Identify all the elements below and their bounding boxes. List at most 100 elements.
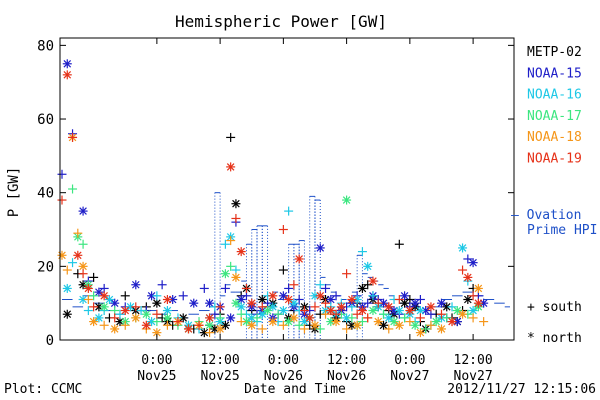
- data-point-noaa-19: [83, 283, 93, 293]
- data-point-noaa-17: [315, 324, 325, 334]
- data-point-noaa-17: [141, 309, 151, 319]
- data-point-noaa-16: [315, 280, 325, 290]
- data-point-noaa-15: [157, 280, 167, 290]
- data-point-noaa-19: [78, 269, 88, 279]
- data-point-noaa-19: [373, 298, 383, 308]
- data-points: [57, 59, 489, 338]
- data-point-noaa-18: [57, 250, 67, 260]
- data-point-noaa-15: [284, 283, 294, 293]
- data-point-noaa-18: [352, 320, 362, 330]
- data-point-noaa-19: [394, 294, 404, 304]
- data-point-noaa-18: [299, 324, 309, 334]
- data-point-noaa-19: [436, 309, 446, 319]
- data-point-noaa-19: [268, 291, 278, 301]
- data-point-noaa-18: [278, 320, 288, 330]
- data-point-noaa-15: [199, 283, 209, 293]
- x-tick-label-time: 12:00: [201, 353, 240, 368]
- data-point-metp-02: [379, 320, 389, 330]
- x-axis-label: Date and Time: [244, 382, 346, 397]
- data-point-noaa-16: [268, 302, 278, 312]
- data-point-noaa-17: [452, 306, 462, 316]
- data-point-noaa-15: [331, 291, 341, 301]
- data-point-noaa-19: [278, 225, 288, 235]
- data-point-noaa-16: [384, 313, 394, 323]
- data-point-noaa-19: [336, 302, 346, 312]
- data-point-noaa-18: [268, 317, 278, 327]
- data-point-noaa-17: [431, 317, 441, 327]
- data-point-noaa-17: [347, 313, 357, 323]
- data-point-noaa-16: [68, 258, 78, 268]
- data-point-noaa-19: [368, 276, 378, 286]
- data-point-noaa-19: [183, 324, 193, 334]
- data-point-noaa-15: [410, 298, 420, 308]
- legend-entry: NOAA-17: [527, 109, 582, 124]
- data-point-noaa-17: [263, 306, 273, 316]
- data-point-metp-02: [394, 239, 404, 249]
- data-point-metp-02: [463, 294, 473, 304]
- data-point-metp-02: [226, 132, 236, 142]
- data-point-noaa-18: [479, 317, 489, 327]
- x-tick-label-time: 0:00: [268, 353, 299, 368]
- data-point-noaa-16: [368, 291, 378, 301]
- data-point-noaa-18: [458, 309, 468, 319]
- data-point-noaa-18: [436, 324, 446, 334]
- data-point-noaa-16: [357, 247, 367, 257]
- data-point-noaa-16: [115, 309, 125, 319]
- x-tick-label-date: Nov25: [201, 369, 240, 384]
- data-point-noaa-19: [299, 306, 309, 316]
- data-point-noaa-19: [162, 294, 172, 304]
- data-point-noaa-17: [215, 313, 225, 323]
- data-point-noaa-19: [236, 247, 246, 257]
- data-point-noaa-17: [342, 195, 352, 205]
- data-point-metp-02: [231, 199, 241, 209]
- data-point-noaa-19: [289, 280, 299, 290]
- data-point-noaa-19: [458, 265, 468, 275]
- chart-title: Hemispheric Power [GW]: [175, 12, 387, 31]
- data-point-noaa-17: [205, 320, 215, 330]
- legend-ovation-line2: Prime HPI: [527, 223, 597, 238]
- data-point-noaa-19: [215, 302, 225, 312]
- plot-axes: [59, 37, 515, 341]
- x-tick-label-date: Nov26: [264, 369, 303, 384]
- legend-entry: NOAA-19: [527, 152, 582, 167]
- data-point-noaa-18: [289, 313, 299, 323]
- data-point-noaa-19: [415, 313, 425, 323]
- data-point-noaa-19: [173, 317, 183, 327]
- data-point-noaa-19: [342, 269, 352, 279]
- data-point-noaa-19: [131, 302, 141, 312]
- data-point-noaa-15: [278, 291, 288, 301]
- x-tick-label-time: 0:00: [394, 353, 425, 368]
- data-point-noaa-16: [136, 306, 146, 316]
- data-point-noaa-15: [94, 287, 104, 297]
- data-point-noaa-18: [226, 236, 236, 246]
- legend-entry: METP-02: [527, 45, 582, 60]
- data-point-noaa-18: [247, 320, 257, 330]
- data-point-noaa-19: [315, 291, 325, 301]
- data-point-noaa-19: [57, 195, 67, 205]
- x-tick-label-date: Nov25: [137, 369, 176, 384]
- data-point-noaa-19: [321, 298, 331, 308]
- data-point-noaa-18: [83, 294, 93, 304]
- plot-timestamp: 2012/11/27 12:15:06: [447, 382, 596, 397]
- data-point-noaa-17: [78, 239, 88, 249]
- data-point-metp-02: [357, 283, 367, 293]
- plot-frame: [59, 37, 515, 341]
- y-tick-label: 80: [37, 38, 54, 54]
- data-point-noaa-18: [473, 283, 483, 293]
- data-point-noaa-18: [468, 313, 478, 323]
- data-point-noaa-18: [426, 320, 436, 330]
- data-point-noaa-19: [110, 313, 120, 323]
- data-point-noaa-19: [226, 162, 236, 172]
- data-point-noaa-18: [321, 309, 331, 319]
- data-point-noaa-15: [468, 258, 478, 268]
- data-point-noaa-15: [463, 254, 473, 264]
- data-point-metp-02: [120, 291, 130, 301]
- data-point-noaa-19: [205, 313, 215, 323]
- data-point-noaa-16: [278, 306, 288, 316]
- data-point-noaa-18: [131, 313, 141, 323]
- data-point-noaa-19: [384, 302, 394, 312]
- legend-entry: NOAA-15: [527, 66, 582, 81]
- data-point-noaa-15: [415, 294, 425, 304]
- plot-credit: Plot: CCMC: [4, 382, 82, 397]
